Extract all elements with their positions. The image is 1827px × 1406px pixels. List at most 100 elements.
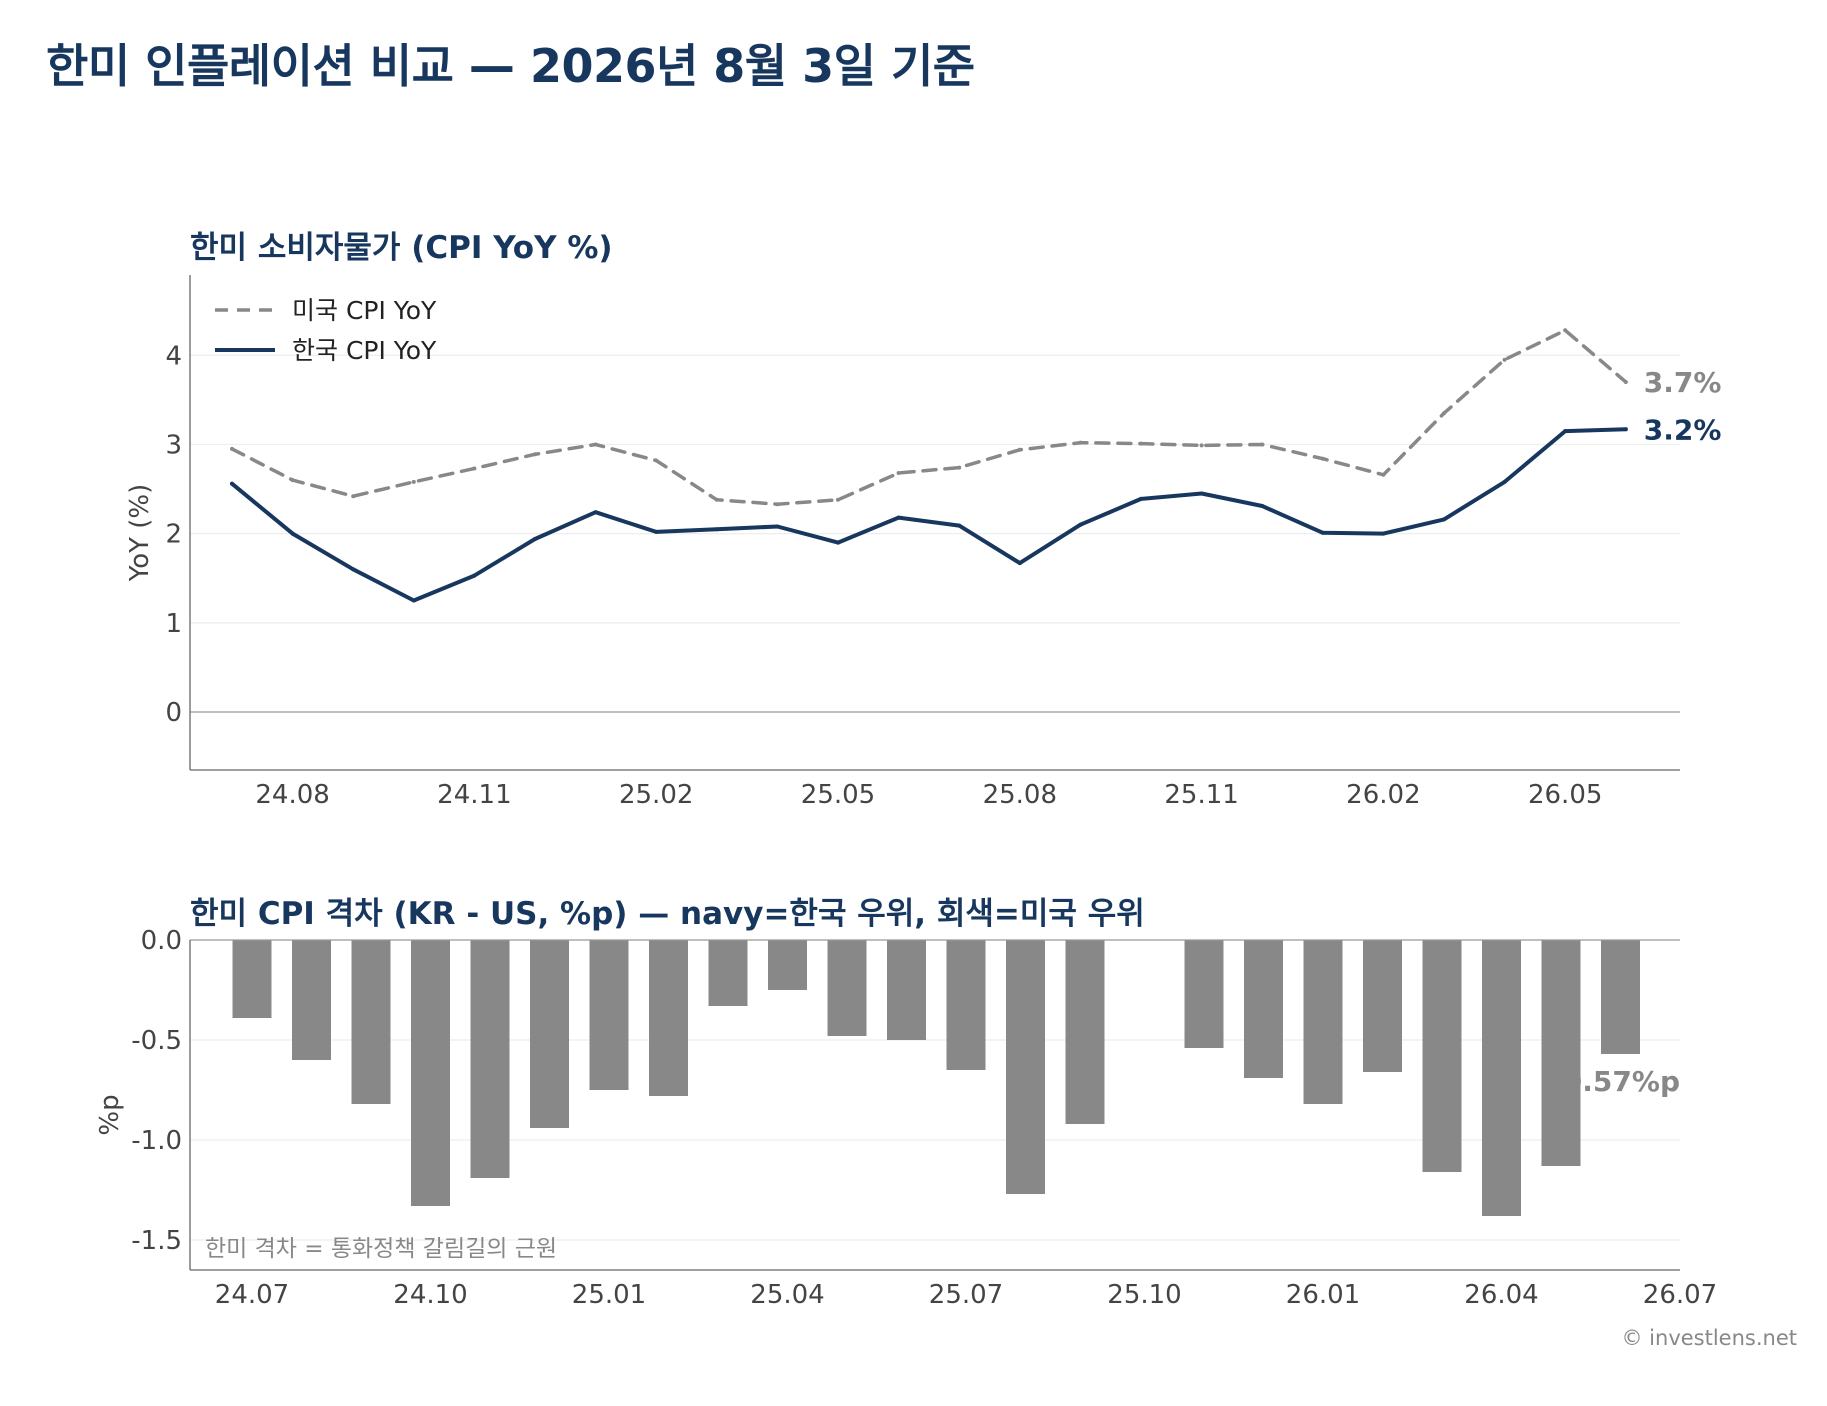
gap-bar xyxy=(292,940,331,1060)
us-cpi-point xyxy=(714,497,719,502)
x-tick-label: 25.07 xyxy=(929,1280,1003,1310)
us-cpi-point xyxy=(472,466,477,471)
x-tick-label: 25.10 xyxy=(1107,1280,1181,1310)
gap-bar xyxy=(411,940,450,1206)
gap-bar xyxy=(589,940,629,1090)
kr-cpi-point xyxy=(775,524,780,529)
x-tick-label: 24.10 xyxy=(393,1280,467,1310)
cpi-gap-bar-chart: 0.0 -0.5 -1.0 -1.5 24.07 24.10 25.01 25.04 25.07… xyxy=(95,926,1717,1310)
us-cpi-point xyxy=(411,479,416,484)
kr-cpi-point xyxy=(1320,530,1325,535)
kr-cpi-point xyxy=(1139,496,1143,501)
us-cpi-point xyxy=(1199,443,1204,448)
kr-cpi-point xyxy=(1623,427,1628,432)
us-cpi-point xyxy=(1502,357,1507,362)
kr-cpi-point xyxy=(472,573,477,578)
kr-cpi-line xyxy=(230,427,1628,603)
us-cpi-point xyxy=(896,471,901,475)
gap-bar xyxy=(887,940,926,1040)
gap-bar xyxy=(1303,940,1343,1104)
kr-cpi-point xyxy=(411,598,416,603)
x-tick-label: 26.02 xyxy=(1346,780,1420,810)
y-axis-label: YoY (%) xyxy=(125,484,155,582)
cpi-yoy-line-chart: 0 1 2 3 4 24.08 24.11 25.02 25.05 25.08 25.11 26.02… xyxy=(125,275,1722,810)
y-tick-label: 0.0 xyxy=(141,926,182,956)
us-cpi-point xyxy=(957,465,962,470)
us-cpi-point xyxy=(593,442,598,447)
x-tick-label: 26.07 xyxy=(1643,1280,1717,1310)
us-cpi-point xyxy=(1260,442,1265,447)
gap-bar xyxy=(530,940,569,1128)
gap-bar xyxy=(470,940,510,1178)
legend-us-label: 미국 CPI YoY xyxy=(292,296,437,325)
x-tick-label: 25.11 xyxy=(1164,780,1238,810)
us-cpi-point xyxy=(1078,440,1083,445)
kr-cpi-point xyxy=(1199,491,1204,496)
gap-bar xyxy=(1363,940,1402,1072)
kr-cpi-point xyxy=(533,537,537,541)
x-tick-label: 26.05 xyxy=(1528,780,1602,810)
us-cpi-point xyxy=(1563,328,1568,333)
us-cpi-point xyxy=(1139,441,1143,446)
gap-bar xyxy=(1065,940,1105,1124)
us-cpi-point xyxy=(1442,411,1446,416)
kr-cpi-point xyxy=(714,527,719,532)
us-cpi-line xyxy=(230,328,1628,506)
gap-bar xyxy=(1601,940,1640,1054)
y-tick-label: 2 xyxy=(165,520,182,550)
x-tick-label: 25.05 xyxy=(801,780,875,810)
kr-cpi-point xyxy=(896,515,901,520)
gap-bar xyxy=(708,940,748,1006)
gap-bar xyxy=(946,940,986,1070)
x-tick-label: 24.08 xyxy=(255,780,329,810)
y-tick-label: -1.0 xyxy=(131,1126,182,1156)
kr-cpi-point xyxy=(836,540,840,545)
us-cpi-point xyxy=(775,502,780,507)
gap-bar xyxy=(1006,940,1045,1194)
us-cpi-point xyxy=(1017,447,1022,452)
gap-bar xyxy=(649,940,688,1096)
y-tick-label: -0.5 xyxy=(131,1026,182,1056)
gap-bar xyxy=(1184,940,1224,1048)
gap-bar xyxy=(1244,940,1283,1078)
gap-end-label: -0.57%p xyxy=(1551,1065,1680,1098)
cpi-gap-bar-chart-title: 한미 CPI 격차 (KR - US, %p) — navy=한국 우위, 회색… xyxy=(190,896,1145,932)
y-tick-label: -1.5 xyxy=(131,1226,182,1256)
gap-bar xyxy=(232,940,272,1018)
x-tick-label: 25.04 xyxy=(750,1280,824,1310)
kr-cpi-point xyxy=(230,481,234,486)
cpi-line-chart-title: 한미 소비자물가 (CPI YoY %) xyxy=(190,230,613,266)
kr-cpi-point xyxy=(957,523,962,528)
gap-bar xyxy=(351,940,391,1104)
us-cpi-point xyxy=(290,478,295,483)
y-tick-label: 4 xyxy=(165,341,182,371)
kr-cpi-point xyxy=(1078,522,1083,527)
kr-cpi-point xyxy=(1260,504,1265,508)
x-tick-label: 26.04 xyxy=(1464,1280,1538,1310)
x-tick-label: 24.11 xyxy=(437,780,511,810)
us-cpi-point xyxy=(1381,472,1386,477)
page-title: 한미 인플레이션 비교 — 2026년 8월 3일 기준 xyxy=(46,39,975,93)
kr-cpi-point xyxy=(1442,517,1446,522)
gap-bar xyxy=(768,940,807,990)
us-cpi-point xyxy=(1623,380,1628,385)
gap-bar xyxy=(1482,940,1521,1216)
us-cpi-end-label: 3.7% xyxy=(1644,366,1722,399)
kr-cpi-point xyxy=(593,510,598,515)
gap-bar xyxy=(1422,940,1462,1172)
gap-bar xyxy=(827,940,867,1036)
kr-cpi-point xyxy=(1017,561,1022,566)
gap-bar xyxy=(1541,940,1581,1166)
y-axis-label: %p xyxy=(95,1094,125,1135)
x-tick-label: 26.01 xyxy=(1286,1280,1360,1310)
kr-cpi-point xyxy=(1502,479,1507,484)
x-tick-label: 25.08 xyxy=(983,780,1057,810)
kr-cpi-end-label: 3.2% xyxy=(1644,413,1722,446)
kr-cpi-point xyxy=(351,567,356,572)
y-tick-label: 0 xyxy=(165,698,182,728)
kr-cpi-point xyxy=(290,531,295,536)
legend-kr-label: 한국 CPI YoY xyxy=(292,336,437,365)
us-cpi-point xyxy=(351,494,356,499)
y-tick-label: 3 xyxy=(165,430,182,460)
us-cpi-point xyxy=(654,458,659,463)
